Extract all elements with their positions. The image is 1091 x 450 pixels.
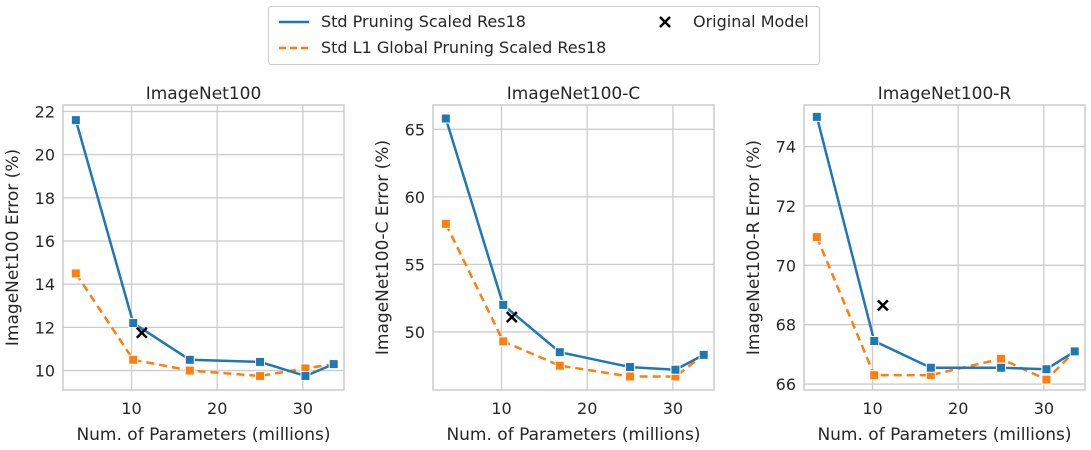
x-tick-label: 10 xyxy=(491,399,511,418)
legend-label: Std Pruning Scaled Res18 xyxy=(321,12,526,31)
l1-point xyxy=(625,371,636,382)
y-tick-label: 10 xyxy=(35,362,55,381)
std-point xyxy=(70,115,81,126)
y-tick-label: 66 xyxy=(776,375,796,394)
std-point xyxy=(996,362,1007,373)
l1-point xyxy=(554,360,565,371)
y-tick-label: 72 xyxy=(776,197,796,216)
std-point xyxy=(184,354,195,365)
y-axis-label: ImageNet100-C Error (%) xyxy=(373,140,393,355)
y-tick-label: 60 xyxy=(405,188,425,207)
y-tick-label: 14 xyxy=(35,275,55,294)
std-point xyxy=(1041,364,1052,375)
chart-panel: 10 20 30 50 55 60 65 ImageNet100-C Num. of Param… xyxy=(373,84,715,445)
y-tick-label: 20 xyxy=(35,146,55,165)
l1-point xyxy=(128,354,139,365)
plot-frame xyxy=(62,104,345,391)
original-x-stroke xyxy=(505,311,518,323)
std-point xyxy=(128,318,139,329)
std-point xyxy=(255,356,266,367)
x-tick-label: 30 xyxy=(663,399,683,418)
y-tick-label: 74 xyxy=(776,138,796,157)
y-tick-label: 16 xyxy=(35,232,55,251)
std-point xyxy=(698,349,709,360)
x-tick-label: 10 xyxy=(862,399,882,418)
series-line-l1 xyxy=(815,236,1076,381)
plot-frame xyxy=(803,104,1086,391)
x-tick-label: 30 xyxy=(293,399,313,418)
series-line-std xyxy=(815,116,1076,371)
series-line-std xyxy=(74,119,335,378)
original-x-stroke xyxy=(135,326,148,339)
x-axis-label: Num. of Parameters (millions) xyxy=(76,425,330,445)
x-tick-label: 10 xyxy=(121,399,141,418)
y-tick-label: 55 xyxy=(405,255,425,274)
chart-title: ImageNet100 xyxy=(146,84,262,104)
original-x-stroke xyxy=(876,299,889,312)
l1-point xyxy=(1041,374,1052,385)
std-point xyxy=(498,299,509,310)
legend-label: Original Model xyxy=(693,12,809,31)
x-axis-label: Num. of Parameters (millions) xyxy=(817,425,1071,445)
legend-swatch-solid-line xyxy=(279,20,309,24)
std-point xyxy=(670,364,681,375)
original-model-point xyxy=(135,326,148,339)
std-point xyxy=(300,370,311,381)
y-tick-label: 12 xyxy=(35,318,55,337)
l1-point xyxy=(184,365,195,376)
x-axis-label: Num. of Parameters (millions) xyxy=(446,425,700,445)
plot-frame xyxy=(432,104,715,391)
std-point xyxy=(925,362,936,373)
y-tick-label: 50 xyxy=(405,323,425,342)
x-tick-label: 30 xyxy=(1034,399,1054,418)
l1-point xyxy=(440,218,451,229)
l1-point xyxy=(869,370,880,381)
y-tick-label: 68 xyxy=(776,316,796,335)
y-axis-label: ImageNet100-R Error (%) xyxy=(744,140,764,355)
legend-label: Std L1 Global Pruning Scaled Res18 xyxy=(321,38,607,57)
std-point xyxy=(328,359,339,370)
std-point xyxy=(869,336,880,347)
x-tick-label: 20 xyxy=(577,399,597,418)
std-point xyxy=(811,111,822,122)
original-model-point xyxy=(876,299,889,312)
series-line-l1 xyxy=(74,272,334,378)
chart-panel: 10 20 30 66 68 70 72 74 ImageNet100-R Num. of Par… xyxy=(744,84,1086,445)
chart-panel: 10 20 30 10 12 14 16 18 20 22 ImageNet100 Num. of P… xyxy=(3,84,345,445)
std-point xyxy=(1069,346,1080,357)
original-model-point xyxy=(505,311,518,323)
legend: Std Pruning Scaled Res18 Std L1 Global P… xyxy=(268,6,820,65)
y-tick-label: 65 xyxy=(405,120,425,139)
l1-point xyxy=(811,232,822,243)
l1-point xyxy=(498,336,509,347)
y-tick-label: 18 xyxy=(35,189,55,208)
chart-title: ImageNet100-C xyxy=(507,84,641,104)
x-tick-label: 20 xyxy=(948,399,968,418)
std-point xyxy=(625,362,636,373)
legend-swatch-dashed-line xyxy=(279,46,309,50)
chart-title: ImageNet100-R xyxy=(878,84,1012,104)
std-point xyxy=(554,347,565,358)
l1-point xyxy=(70,268,81,279)
l1-point xyxy=(255,370,266,381)
y-tick-label: 22 xyxy=(35,102,55,121)
std-point xyxy=(440,113,451,124)
l1-point xyxy=(996,353,1007,364)
legend-x-marker-icon xyxy=(659,16,671,28)
y-tick-label: 70 xyxy=(776,256,796,275)
x-tick-label: 20 xyxy=(207,399,227,418)
y-axis-label: ImageNet100 Error (%) xyxy=(3,149,23,346)
